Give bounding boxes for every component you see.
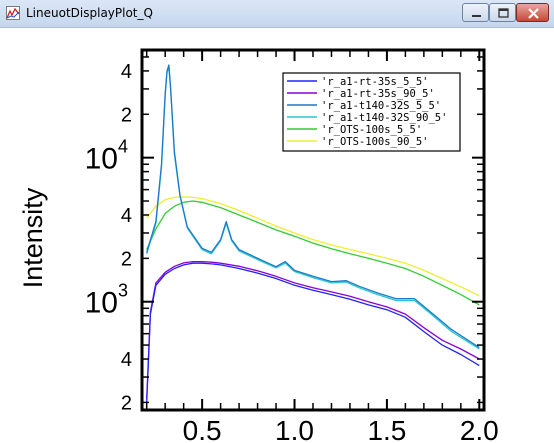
x-tick-label: 1.5 xyxy=(367,415,406,443)
y-minor-tick-label: 2 xyxy=(121,392,132,414)
legend-label: 'r_a1-t140-32S_5_5' xyxy=(321,100,441,112)
maximize-button[interactable] xyxy=(489,3,516,22)
y-minor-tick-label: 4 xyxy=(121,349,132,371)
close-button[interactable] xyxy=(516,3,549,22)
y-tick-label: 104 xyxy=(85,137,128,176)
chart-icon xyxy=(6,6,20,20)
y-minor-tick-label: 4 xyxy=(121,61,132,83)
legend-box xyxy=(282,72,461,152)
series-line-5 xyxy=(146,200,480,306)
legend-label: 'r_a1-rt-35s_5_5' xyxy=(321,76,428,88)
y-minor-tick-label: 2 xyxy=(121,248,132,270)
legend-label: 'r_OTS-100s_5_5' xyxy=(321,124,422,136)
x-tick-label: 2.0 xyxy=(460,415,499,443)
legend-label: 'r_OTS-100s_90_5' xyxy=(321,136,428,148)
maximize-icon xyxy=(498,8,509,18)
close-icon xyxy=(528,8,539,19)
window-titlebar: LineuotDisplayPlot_Q xyxy=(0,0,554,28)
x-tick-label: 0.5 xyxy=(183,415,222,443)
series-line-3 xyxy=(146,64,480,349)
window-title: LineuotDisplayPlot_Q xyxy=(26,6,153,20)
y-axis-label: Intensity xyxy=(18,187,48,288)
y-minor-tick-label: 4 xyxy=(121,205,132,227)
y-minor-tick-label: 2 xyxy=(121,104,132,126)
plot-area: 103 104 2 4 2 4 2 4 0.5 1.0 1.5 2.0 Intensity 'r_a1… xyxy=(18,48,499,443)
series-line-6 xyxy=(146,196,480,297)
x-tick-label: 1.0 xyxy=(275,415,314,443)
minimize-icon xyxy=(472,15,481,17)
plot-frame xyxy=(140,48,486,412)
y-tick-label: 103 xyxy=(85,281,128,320)
minimize-button[interactable] xyxy=(462,3,489,22)
legend-label: 'r_a1-rt-35s_90_5' xyxy=(321,88,435,100)
series-line-2 xyxy=(146,260,480,400)
legend-label: 'r_a1-t140-32S_90_5' xyxy=(321,112,447,124)
series-line-1 xyxy=(146,262,480,403)
